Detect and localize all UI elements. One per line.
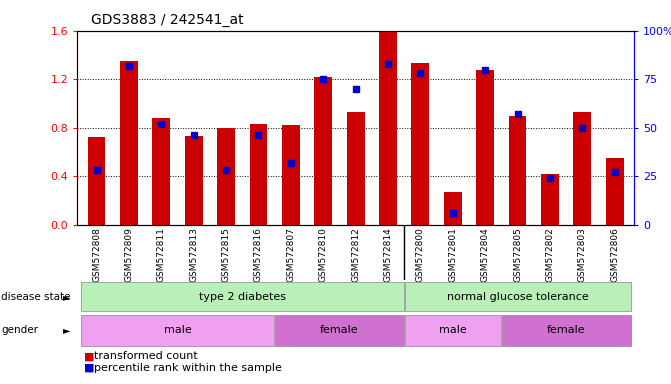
Bar — [606, 158, 623, 225]
Text: GSM572809: GSM572809 — [125, 227, 134, 282]
Text: ►: ► — [63, 325, 70, 335]
Bar — [405, 315, 501, 346]
Bar — [275, 315, 404, 346]
Bar — [379, 31, 397, 225]
Bar — [411, 63, 429, 225]
Bar — [217, 127, 235, 225]
Bar — [250, 124, 268, 225]
Bar — [282, 125, 300, 225]
Text: GSM572800: GSM572800 — [416, 227, 425, 282]
Text: GSM572804: GSM572804 — [480, 227, 490, 282]
Text: GSM572802: GSM572802 — [546, 227, 554, 282]
Bar — [152, 118, 170, 225]
Bar — [185, 136, 203, 225]
Text: gender: gender — [1, 325, 38, 335]
Text: GSM572807: GSM572807 — [287, 227, 295, 282]
Text: ►: ► — [63, 291, 70, 302]
Text: male: male — [439, 325, 466, 335]
Text: percentile rank within the sample: percentile rank within the sample — [94, 363, 282, 373]
Bar — [81, 315, 274, 346]
Bar — [509, 116, 527, 225]
Bar — [314, 77, 332, 225]
Bar — [541, 174, 559, 225]
Bar — [405, 282, 631, 311]
Text: GDS3883 / 242541_at: GDS3883 / 242541_at — [91, 13, 243, 27]
Text: GSM572815: GSM572815 — [221, 227, 231, 282]
Text: female: female — [547, 325, 585, 335]
Text: GSM572810: GSM572810 — [319, 227, 327, 282]
Text: GSM572813: GSM572813 — [189, 227, 198, 282]
Bar — [347, 112, 364, 225]
Bar — [88, 137, 105, 225]
Text: ■: ■ — [84, 363, 95, 373]
Bar — [574, 112, 591, 225]
Bar — [502, 315, 631, 346]
Text: GSM572801: GSM572801 — [448, 227, 457, 282]
Text: type 2 diabetes: type 2 diabetes — [199, 291, 286, 302]
Text: female: female — [320, 325, 359, 335]
Text: GSM572808: GSM572808 — [92, 227, 101, 282]
Text: GSM572803: GSM572803 — [578, 227, 586, 282]
Bar — [81, 282, 404, 311]
Text: GSM572812: GSM572812 — [351, 227, 360, 282]
Text: male: male — [164, 325, 191, 335]
Text: transformed count: transformed count — [94, 351, 198, 361]
Text: GSM572811: GSM572811 — [157, 227, 166, 282]
Bar — [444, 192, 462, 225]
Text: disease state: disease state — [1, 291, 71, 302]
Text: GSM572806: GSM572806 — [610, 227, 619, 282]
Text: GSM572814: GSM572814 — [384, 227, 393, 282]
Text: GSM572805: GSM572805 — [513, 227, 522, 282]
Text: GSM572816: GSM572816 — [254, 227, 263, 282]
Bar — [120, 61, 138, 225]
Text: ■: ■ — [84, 351, 95, 361]
Bar — [476, 70, 494, 225]
Text: normal glucose tolerance: normal glucose tolerance — [447, 291, 588, 302]
